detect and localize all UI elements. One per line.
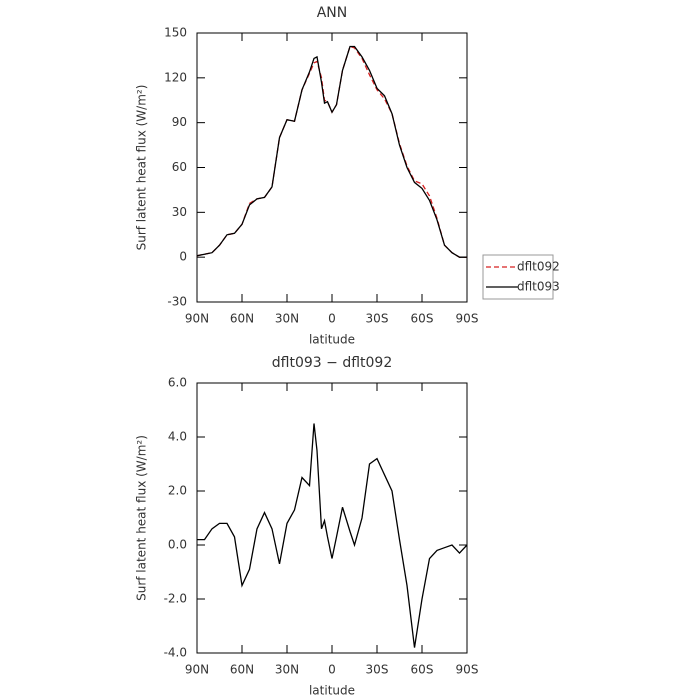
x-tick-label: 0 (328, 312, 336, 326)
x-tick-label: 30S (366, 663, 389, 677)
x-tick-label: 90N (185, 312, 209, 326)
y-axis-label: Surf latent heat flux (W/m²) (135, 435, 149, 601)
y-tick-label: -30 (167, 295, 187, 309)
x-tick-label: 30N (275, 312, 299, 326)
x-tick-label: 60N (230, 312, 254, 326)
y-tick-label: 30 (172, 205, 187, 219)
data-line (196, 45, 467, 258)
legend-label: dflt093 (517, 280, 560, 294)
data-line (197, 423, 468, 648)
y-tick-label: -4.0 (164, 646, 187, 660)
chart-title: ANN (317, 5, 348, 21)
x-tick-label: 30S (366, 312, 389, 326)
x-tick-label: 0 (328, 663, 336, 677)
x-axis-label: latitude (309, 333, 355, 347)
y-tick-label: 2.0 (168, 484, 187, 498)
legend-label: dflt092 (517, 260, 560, 274)
x-tick-label: 90S (456, 663, 479, 677)
plot-frame (196, 32, 468, 303)
x-tick-label: 60S (411, 312, 434, 326)
y-tick-label: 0.0 (168, 538, 187, 552)
y-tick-label: 4.0 (168, 430, 187, 444)
legend-box (482, 254, 554, 300)
x-tick-label: 60N (230, 663, 254, 677)
data-line (196, 45, 467, 258)
x-tick-label: 90S (456, 312, 479, 326)
y-axis-label: Surf latent heat flux (W/m²) (135, 85, 149, 251)
y-tick-label: 90 (172, 115, 187, 129)
chart-title: dflt093 − dflt092 (272, 355, 392, 371)
x-axis-label: latitude (309, 684, 355, 698)
y-tick-label: 60 (172, 160, 187, 174)
plot-frame (196, 382, 468, 654)
y-tick-label: -2.0 (164, 592, 187, 606)
y-tick-label: 120 (164, 70, 187, 84)
x-tick-label: 60S (411, 663, 434, 677)
y-tick-label: 0 (179, 250, 187, 264)
y-tick-label: 6.0 (168, 376, 187, 390)
y-tick-label: 150 (164, 26, 187, 40)
x-tick-label: 90N (185, 663, 209, 677)
x-tick-label: 30N (275, 663, 299, 677)
